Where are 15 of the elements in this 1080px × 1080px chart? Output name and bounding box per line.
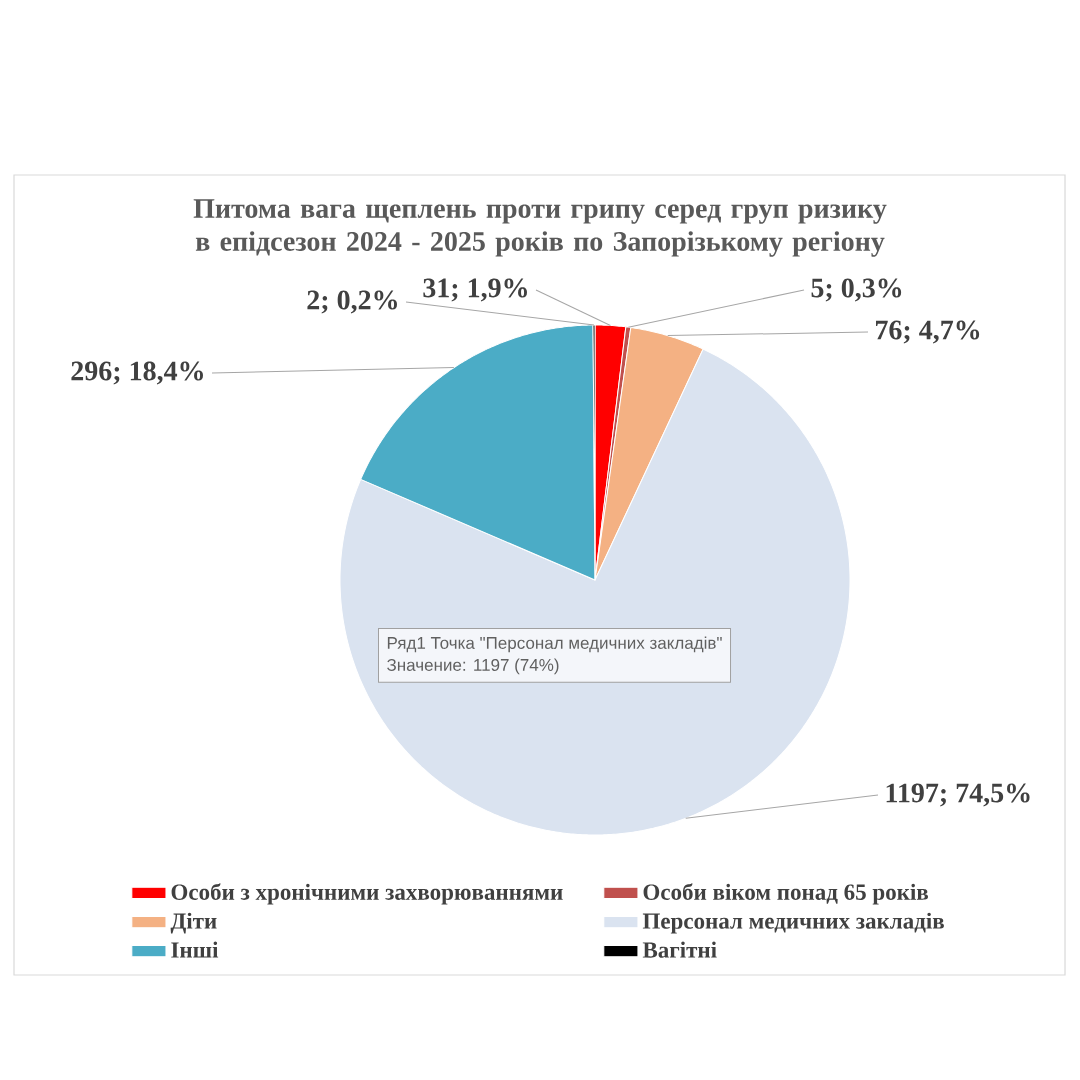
legend-label: Персонал медичних закладів xyxy=(642,912,944,934)
data-label: 296; 18,4% xyxy=(71,361,203,385)
text: Значение: 1197 (74%) xyxy=(387,658,559,675)
data-label: 2; 0,2% xyxy=(307,290,397,314)
chart-title: Питома вага щеплень проти грипу серед груп ризику в епідсезон 2024 - 2025 років по Запорізькому регіону xyxy=(193,199,887,257)
text: Ряд1 Точка "Персонал медичних закладів" xyxy=(387,636,722,653)
legend-label: Інші xyxy=(171,941,219,958)
legend-label: Особи з хронічними захворюваннями xyxy=(171,883,563,905)
data-label: 31; 1,9% xyxy=(423,278,527,302)
legend-label: Особи віком понад 65 років xyxy=(643,883,929,905)
legend-label: Вагітні xyxy=(642,941,717,958)
data-label: 5; 0,3% xyxy=(811,278,902,302)
data-label: 76; 4,7% xyxy=(876,320,980,344)
legend-label: Діти xyxy=(170,912,217,934)
data-label: 1197; 74,5% xyxy=(886,783,1030,807)
